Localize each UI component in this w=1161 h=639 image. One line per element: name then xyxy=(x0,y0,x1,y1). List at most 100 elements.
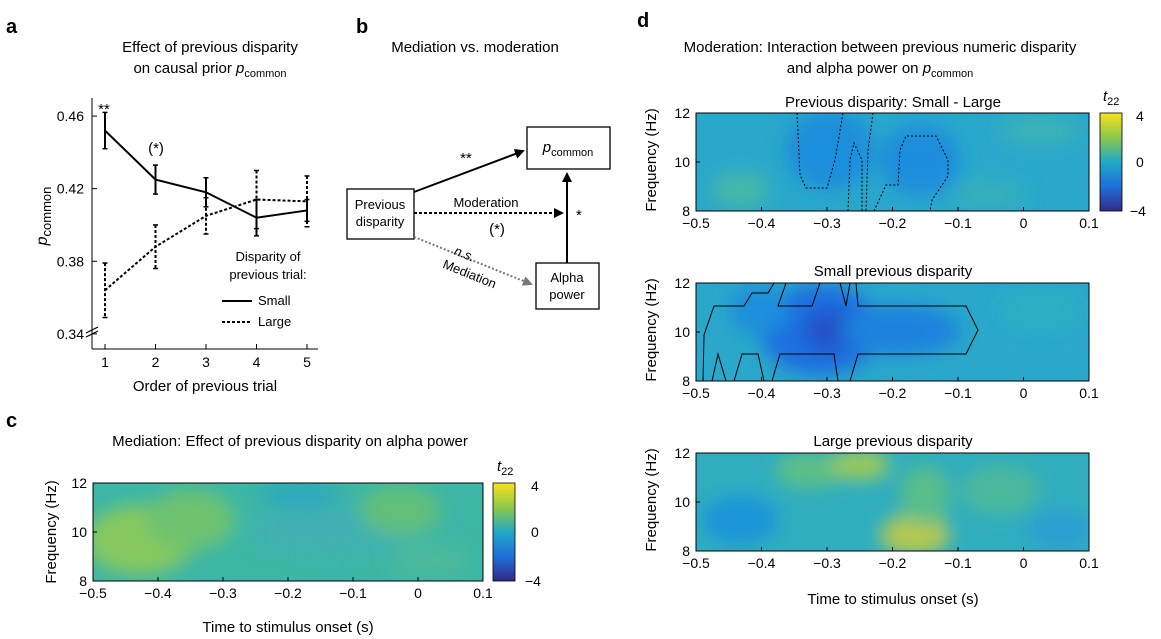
heatmap-xtick-label: 0 xyxy=(1020,215,1028,231)
panel-a-ylabel-sub: common xyxy=(39,187,54,237)
heatmap-ytick-label: 12 xyxy=(674,445,690,461)
panel-c-ylabel: Frequency (Hz) xyxy=(43,480,60,583)
heatmap-xtick-label: −0.2 xyxy=(274,585,302,601)
box-p-common xyxy=(526,126,611,170)
panel-d2-heatmap xyxy=(696,283,1089,381)
arrow-mediation xyxy=(413,236,533,286)
panel-b-ns-label: n.s. xyxy=(452,243,477,265)
panel-c-title: Mediation: Effect of previous disparity … xyxy=(112,433,468,450)
panel-c-axes: −0.5 −0.4 −0.3 −0.2 −0.1 0 0.1 8 10 12 xyxy=(71,475,493,601)
panel-b-moderation-label: Moderation xyxy=(453,195,518,210)
heatmap-xtick-label: 0 xyxy=(414,585,422,601)
heatmap-xtick-label: −0.3 xyxy=(813,385,841,401)
panel-d-title-sub: common xyxy=(931,68,973,80)
panel-d-colorbar xyxy=(1099,112,1123,212)
legend-large-label: Large xyxy=(258,314,291,329)
heatmap-ytick-label: 8 xyxy=(682,203,690,219)
panel-d-cbar-tick-mid: 0 xyxy=(1136,154,1144,170)
panel-a-ytick-label: 0.38 xyxy=(57,253,84,269)
heatmap-xtick-label: −0.4 xyxy=(748,215,776,231)
heatmap-xtick-label: −0.2 xyxy=(879,555,907,571)
panel-c-cbar-tick-mid: 0 xyxy=(531,524,539,540)
panel-b-sig-direct: ** xyxy=(460,150,472,167)
panel-d-cbar-label: t22 xyxy=(1103,88,1119,108)
panel-d-title-line2: and alpha power on pcommon xyxy=(787,60,973,80)
panel-a-ytick-label: 0.34 xyxy=(57,326,84,342)
panel-a-title-sub: common xyxy=(244,68,286,80)
panel-c-cbar-tick-top: 4 xyxy=(531,478,539,494)
panel-d-cbar-tick-top: 4 xyxy=(1136,108,1144,124)
heatmap-xtick-label: −0.4 xyxy=(144,585,172,601)
heatmap-xtick-label: 0.1 xyxy=(1079,385,1099,401)
panel-a-xtick-label: 5 xyxy=(303,354,311,370)
heatmap-ytick-label: 10 xyxy=(674,154,690,170)
panel-d3-ylabel: Frequency (Hz) xyxy=(643,448,660,551)
heatmap-xtick-label: 0 xyxy=(1020,385,1028,401)
heatmap-xtick-label: −0.1 xyxy=(339,585,367,601)
panel-d-title-var: p xyxy=(922,60,931,77)
panel-d-cbar-sub: 22 xyxy=(1107,96,1119,108)
panel-d1-axes: −0.5 −0.4 −0.3 −0.2 −0.1 0 0.1 8 10 12 xyxy=(674,105,1099,231)
panel-d-cbar-tick-bottom: −4 xyxy=(1130,203,1146,219)
panel-letter-a: a xyxy=(6,16,18,38)
heatmap-ytick-label: 10 xyxy=(674,494,690,510)
panel-b-sig-alpha: * xyxy=(576,207,582,224)
heatmap-xtick-label: 0.1 xyxy=(1079,555,1099,571)
panel-d3-axes: −0.5 −0.4 −0.3 −0.2 −0.1 0 0.1 8 10 12 xyxy=(674,445,1099,571)
panel-a-xtick-label: 2 xyxy=(152,354,160,370)
panel-c-cbar-tick-bottom: −4 xyxy=(525,573,541,589)
heatmap-xtick-label: 0 xyxy=(1020,555,1028,571)
heatmap-ytick-label: 12 xyxy=(674,105,690,121)
panel-d1-title: Previous disparity: Small - Large xyxy=(785,94,1001,111)
legend-small-label: Small xyxy=(258,293,291,308)
heatmap-ytick-label: 8 xyxy=(79,573,87,589)
series-line-large xyxy=(104,198,308,292)
arrow-direct xyxy=(413,149,525,193)
panel-a-sig-2: (*) xyxy=(148,140,164,157)
panel-d3-title: Large previous disparity xyxy=(813,433,973,450)
legend-title-line2: previous trial: xyxy=(229,267,306,282)
heatmap-xtick-label: 0.1 xyxy=(473,585,493,601)
panel-c-cbar-sub: 22 xyxy=(501,466,513,478)
panel-a-line-chart: 0.34 0.38 0.42 0.46 1 2 3 4 5 xyxy=(57,98,318,370)
box-p-common-label: pcommon xyxy=(542,139,594,159)
heatmap-ytick-label: 8 xyxy=(682,373,690,389)
panel-b-sig-moderation: (*) xyxy=(489,221,505,238)
box-previous-disparity xyxy=(346,188,415,240)
panel-d3-heatmap xyxy=(696,453,1089,551)
panel-d-title-line1: Moderation: Interaction between previous… xyxy=(684,39,1077,56)
panel-a-xtick-label: 3 xyxy=(202,354,210,370)
heatmap-xtick-label: −0.2 xyxy=(879,385,907,401)
heatmap-ytick-label: 10 xyxy=(71,524,87,540)
panel-c-heatmap xyxy=(93,483,483,581)
panel-d2-axes: −0.5 −0.4 −0.3 −0.2 −0.1 0 0.1 8 10 12 xyxy=(674,275,1099,401)
heatmap-ytick-label: 12 xyxy=(71,475,87,491)
panel-letter-c: c xyxy=(6,410,17,432)
panel-a-ylabel: pcommon xyxy=(34,187,54,247)
panel-a-title-line2: on causal prior pcommon xyxy=(133,60,286,80)
panel-a-xlabel: Order of previous trial xyxy=(133,378,277,395)
heatmap-xtick-label: −0.4 xyxy=(748,555,776,571)
panel-d1-ylabel: Frequency (Hz) xyxy=(643,108,660,211)
panel-a-title-line1: Effect of previous disparity xyxy=(122,39,298,56)
box-alpha-power xyxy=(535,262,600,310)
box-alpha-line2: power xyxy=(549,287,585,302)
panel-letter-d: d xyxy=(637,10,649,32)
panel-a-xtick-label: 1 xyxy=(101,354,109,370)
box-previous-line1: Previous xyxy=(355,197,406,212)
panel-a-ytick-label: 0.46 xyxy=(57,108,84,124)
heatmap-ytick-label: 10 xyxy=(674,324,690,340)
box-p-var: p xyxy=(542,139,551,156)
panel-a-axis-break xyxy=(85,326,99,334)
heatmap-xtick-label: −0.5 xyxy=(682,555,710,571)
heatmap-xtick-label: −0.5 xyxy=(682,215,710,231)
panel-b-title: Mediation vs. moderation xyxy=(391,39,559,56)
panel-d2-title: Small previous disparity xyxy=(814,263,973,280)
heatmap-ytick-label: 8 xyxy=(682,543,690,559)
panel-d-title-text: and alpha power on xyxy=(787,60,919,77)
panel-a-title-var: p xyxy=(235,60,244,77)
heatmap-ytick-label: 12 xyxy=(674,275,690,291)
panel-c-xlabel: Time to stimulus onset (s) xyxy=(202,619,373,636)
panel-a-xtick-label: 4 xyxy=(253,354,261,370)
